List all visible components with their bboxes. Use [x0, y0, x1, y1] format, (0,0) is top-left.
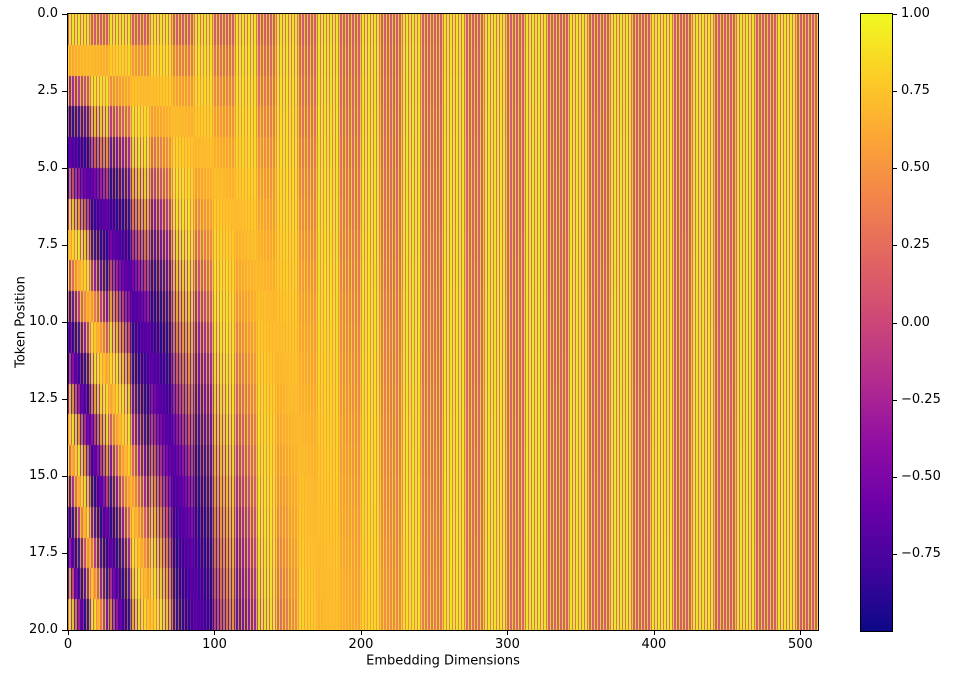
y-tick-mark	[62, 553, 67, 554]
colorbar-tick-mark	[893, 91, 897, 93]
x-tick-label: 200	[348, 637, 374, 652]
y-tick-label: 17.5	[29, 545, 58, 560]
colorbar-tick-label: 0.25	[901, 237, 930, 253]
colorbar-tick-label: 0.50	[901, 160, 930, 176]
x-axis-label: Embedding Dimensions	[366, 653, 520, 669]
y-tick-label: 20.0	[29, 622, 58, 637]
colorbar-tick-mark	[893, 14, 897, 15]
colorbar-tick-mark	[893, 322, 897, 324]
x-tick-mark	[214, 631, 216, 635]
x-tick-label: 300	[495, 637, 520, 652]
x-tick-label: 0	[63, 637, 73, 652]
x-tick-mark	[360, 631, 362, 635]
y-tick-label: 15.0	[29, 468, 58, 483]
y-tick-label: 12.5	[29, 391, 58, 406]
colorbar-tick-mark	[893, 399, 897, 401]
x-tick-mark	[68, 631, 69, 635]
heatmap-plot-area	[67, 13, 819, 631]
x-tick-label: 500	[788, 637, 813, 652]
colorbar	[860, 13, 893, 632]
y-tick-label: 2.5	[37, 83, 58, 98]
colorbar-tick-label: −0.50	[901, 468, 941, 484]
y-tick-mark	[62, 168, 67, 169]
y-tick-mark	[62, 476, 67, 477]
colorbar-tick-label: −0.75	[901, 545, 941, 561]
heatmap-canvas	[68, 14, 818, 630]
y-tick-mark	[62, 14, 67, 15]
colorbar-tick-label: 0.00	[901, 314, 930, 330]
colorbar-tick-label: 1.00	[901, 6, 930, 21]
colorbar-tick-mark	[893, 168, 897, 170]
colorbar-tick-mark	[893, 476, 897, 478]
y-tick-mark	[62, 91, 67, 92]
y-tick-mark	[62, 245, 67, 246]
y-tick-label: 7.5	[37, 237, 58, 252]
colorbar-tick-label: −0.25	[901, 391, 941, 407]
colorbar-tick-mark	[893, 245, 897, 247]
y-tick-mark	[62, 399, 67, 400]
y-tick-label: 5.0	[37, 160, 58, 175]
y-tick-mark	[62, 630, 67, 631]
x-tick-mark	[507, 631, 509, 635]
colorbar-tick-mark	[893, 553, 897, 555]
x-tick-mark	[653, 631, 655, 635]
colorbar-tick-label: 0.75	[901, 83, 930, 99]
colorbar-canvas	[861, 14, 892, 631]
x-tick-mark	[800, 631, 802, 635]
y-tick-label: 10.0	[29, 314, 58, 329]
y-axis-label: Token Position	[13, 276, 29, 368]
y-tick-label: 0.0	[37, 6, 58, 21]
x-tick-label: 100	[202, 637, 227, 652]
x-tick-label: 400	[641, 637, 667, 652]
y-tick-mark	[62, 322, 67, 323]
